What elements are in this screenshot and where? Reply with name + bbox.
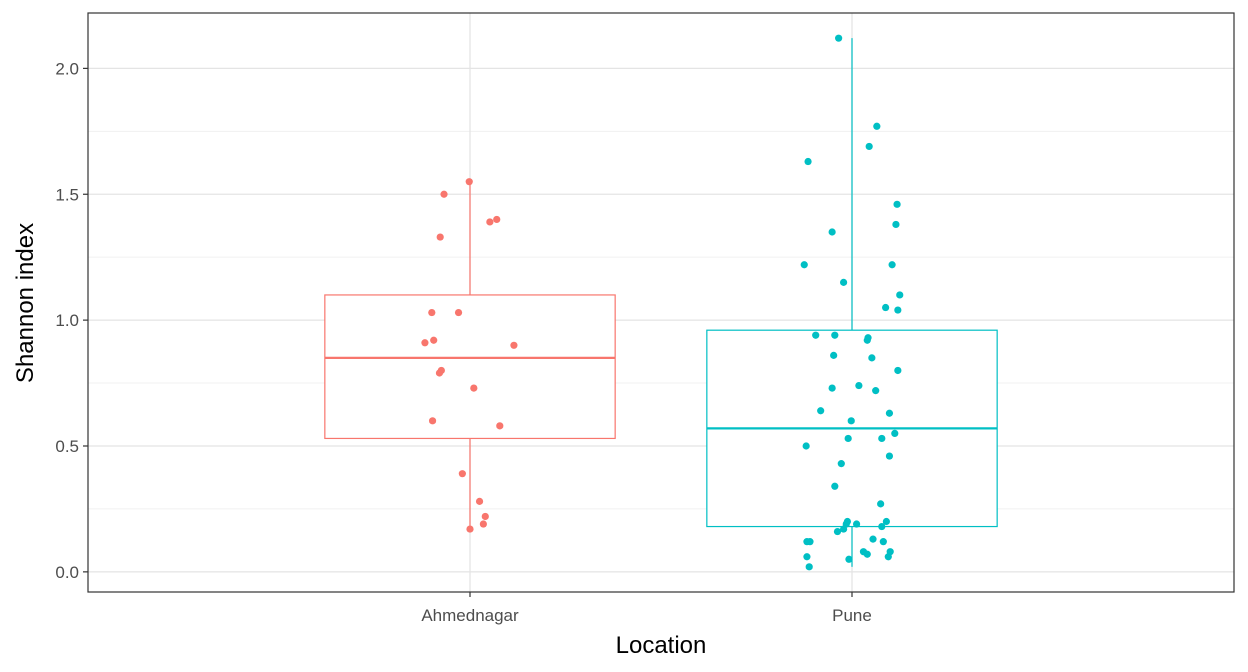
x-tick-label: Pune xyxy=(832,606,872,625)
data-point xyxy=(845,555,853,563)
data-point xyxy=(454,308,463,317)
data-point xyxy=(465,178,473,186)
data-point xyxy=(869,535,877,543)
data-point xyxy=(428,417,437,425)
data-point xyxy=(894,306,902,314)
data-point xyxy=(800,261,808,269)
data-point xyxy=(879,538,887,546)
data-point xyxy=(891,429,899,438)
data-point xyxy=(830,351,838,359)
data-point xyxy=(837,460,845,468)
data-point xyxy=(804,157,812,166)
data-point xyxy=(863,550,871,558)
data-point xyxy=(892,220,900,229)
data-point xyxy=(803,553,811,561)
data-point xyxy=(831,331,839,339)
y-tick-label: 1.0 xyxy=(55,311,79,330)
data-point xyxy=(435,369,444,377)
data-point xyxy=(812,331,820,339)
data-point xyxy=(481,512,489,521)
data-point xyxy=(885,409,894,417)
data-point xyxy=(882,517,890,526)
data-point xyxy=(428,308,436,317)
data-point xyxy=(470,384,478,392)
x-axis-title: Location xyxy=(616,632,707,659)
y-tick-label: 1.5 xyxy=(55,185,79,204)
panel-border xyxy=(87,12,1235,593)
box-iqr xyxy=(324,294,616,440)
data-point xyxy=(865,142,873,151)
data-point xyxy=(806,538,814,546)
data-point xyxy=(863,336,871,344)
data-point xyxy=(479,520,487,528)
data-point xyxy=(802,442,810,450)
data-point xyxy=(831,482,839,490)
y-tick-label: 0.5 xyxy=(55,437,79,456)
boxplot-ahmednagar xyxy=(324,181,616,530)
data-point xyxy=(466,525,474,533)
data-point xyxy=(440,190,448,198)
data-point xyxy=(496,422,504,430)
data-point xyxy=(868,354,876,362)
data-point xyxy=(847,417,855,425)
data-point xyxy=(510,341,518,349)
data-point xyxy=(833,527,842,536)
data-point xyxy=(486,218,494,226)
x-tick-label: Ahmednagar xyxy=(421,606,519,625)
y-tick-label: 2.0 xyxy=(55,59,79,78)
boxplots xyxy=(324,38,998,567)
axes: 0.0 0.5 1.0 1.5 2.0 Ahmednagar Pune xyxy=(55,59,871,625)
data-point xyxy=(458,470,466,478)
data-point xyxy=(817,407,825,415)
data-point xyxy=(873,122,881,130)
data-point xyxy=(878,434,886,443)
data-point xyxy=(844,434,852,443)
data-point xyxy=(493,215,501,224)
data-point xyxy=(436,233,444,241)
data-point xyxy=(894,366,902,375)
data-point xyxy=(839,525,848,533)
data-point xyxy=(475,497,484,505)
data-point xyxy=(852,520,861,528)
y-tick-label: 0.0 xyxy=(55,563,79,582)
data-points xyxy=(421,34,904,571)
panel-background xyxy=(88,13,1234,592)
data-point xyxy=(872,387,880,395)
data-point xyxy=(884,553,892,561)
data-point xyxy=(893,200,901,208)
data-point xyxy=(828,228,836,236)
data-point xyxy=(805,563,813,571)
y-axis-title: Shannon index xyxy=(12,223,39,383)
data-point xyxy=(835,34,843,42)
data-point xyxy=(896,291,904,299)
data-point xyxy=(430,336,438,344)
data-point xyxy=(828,384,836,392)
data-point xyxy=(878,522,886,531)
data-point xyxy=(877,500,885,508)
data-point xyxy=(855,381,863,390)
data-point xyxy=(885,452,894,460)
boxplot-pune xyxy=(706,38,998,567)
data-point xyxy=(839,278,848,286)
data-point xyxy=(882,303,890,312)
data-point xyxy=(888,261,896,269)
data-point xyxy=(421,339,429,347)
